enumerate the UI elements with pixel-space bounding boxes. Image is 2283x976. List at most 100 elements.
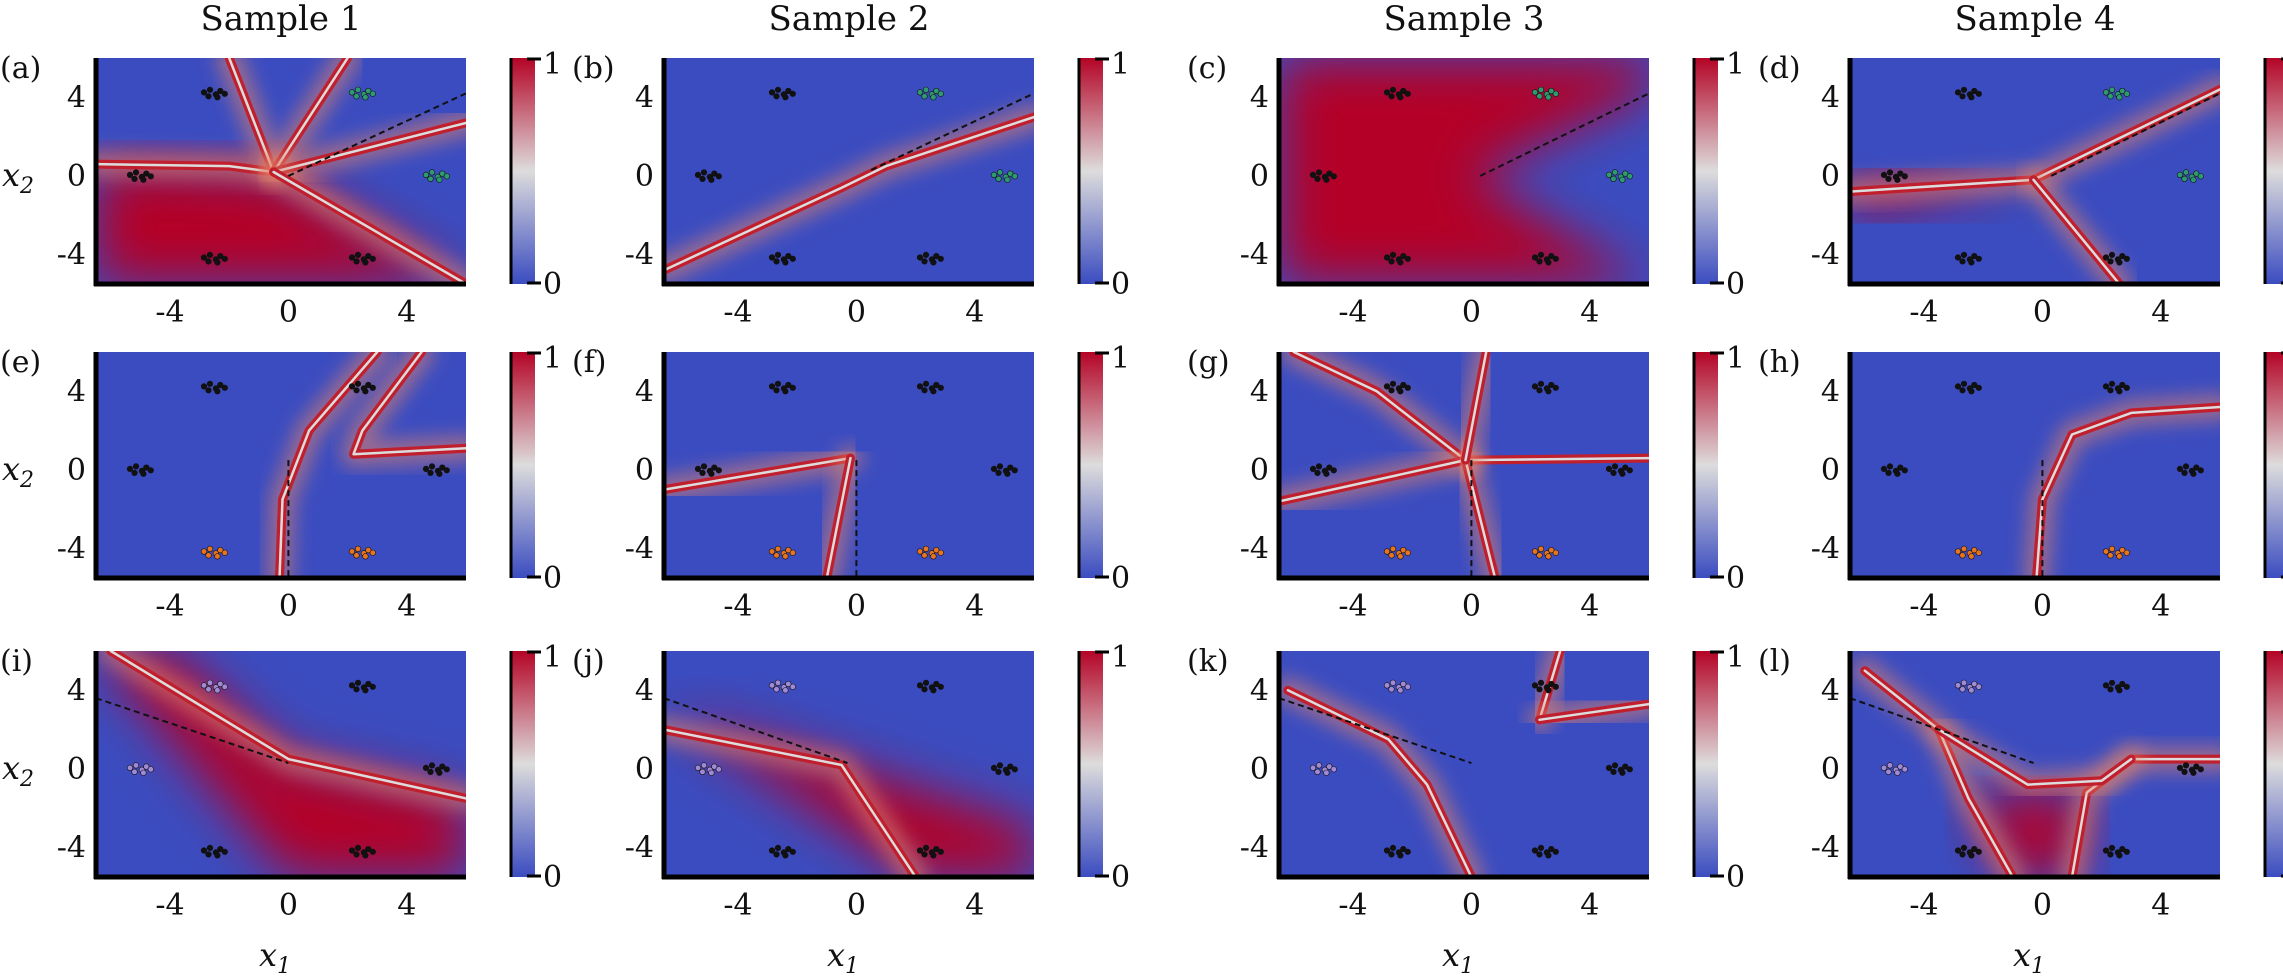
data-point <box>768 682 776 689</box>
point-cluster <box>768 844 796 859</box>
panel-j: -4 0 440-4(j) 10 <box>572 640 1130 923</box>
data-point <box>214 388 221 395</box>
data-point <box>214 259 221 266</box>
data-point <box>205 387 212 394</box>
point-cluster <box>1954 545 1982 560</box>
column-title-1: Sample 1 <box>200 0 361 39</box>
data-point <box>1537 679 1545 686</box>
colorbar-min-label: 0 <box>543 860 562 895</box>
data-point <box>933 253 940 260</box>
y-tick-label: -4 <box>57 238 86 273</box>
y-tick-label: 0 <box>635 159 654 194</box>
x-tick-label: 4 <box>2151 888 2170 923</box>
x-tick-label: 0 <box>847 888 866 923</box>
data-point <box>214 553 221 560</box>
point-cluster <box>1880 762 1908 776</box>
data-point <box>711 464 718 471</box>
colorbar-max-label: 1 <box>1111 47 1130 82</box>
data-point <box>921 686 928 693</box>
data-point <box>2108 380 2116 387</box>
data-point <box>694 764 702 772</box>
data-point <box>1954 682 1962 689</box>
heatmap-d <box>1850 58 2220 284</box>
point-cluster <box>200 844 228 859</box>
x-tick-label: 0 <box>847 589 866 624</box>
data-point <box>789 683 796 690</box>
data-point <box>2116 259 2123 266</box>
point-cluster <box>126 169 154 183</box>
data-point <box>1959 258 1966 265</box>
data-point <box>439 763 446 770</box>
x-tick-label: 4 <box>397 589 416 624</box>
data-point <box>2123 255 2130 262</box>
data-point <box>362 259 369 266</box>
y-tick-label: -4 <box>1811 238 1840 273</box>
data-point <box>348 383 356 390</box>
data-point <box>1954 254 1962 261</box>
data-point <box>2190 769 2197 776</box>
y-tick-label: 0 <box>1250 453 1269 488</box>
data-point <box>2107 93 2114 100</box>
colorbar-gradient <box>1694 58 1718 284</box>
data-point <box>699 768 706 776</box>
point-cluster <box>1531 679 1559 694</box>
point-cluster <box>916 679 944 694</box>
data-point <box>700 463 708 470</box>
point-cluster <box>2176 463 2204 477</box>
data-point <box>789 848 796 855</box>
data-point <box>1552 255 1559 262</box>
data-point <box>1404 683 1411 690</box>
data-point <box>1383 548 1391 555</box>
data-point <box>1326 170 1333 177</box>
x-axis-label: x1 <box>259 936 291 976</box>
dashed-reference-line <box>96 697 289 764</box>
data-point <box>1971 845 1978 853</box>
data-point <box>1531 548 1539 555</box>
data-point <box>782 553 789 560</box>
data-point <box>2181 768 2188 776</box>
data-point <box>353 552 360 559</box>
data-point <box>996 463 1004 470</box>
data-point <box>1309 764 1317 772</box>
data-point <box>1971 253 1978 260</box>
data-point <box>921 93 928 100</box>
data-point <box>1545 259 1552 266</box>
data-point <box>933 546 940 554</box>
data-point <box>708 769 715 776</box>
data-point <box>1330 173 1337 180</box>
data-point <box>436 176 443 183</box>
data-point <box>773 387 780 394</box>
data-point <box>789 90 796 97</box>
data-point <box>694 465 702 473</box>
data-point <box>1536 387 1543 394</box>
panel-l: -4 0 4 4 0 -4 (l) 10 <box>1758 644 2283 923</box>
data-point <box>1389 251 1397 258</box>
point-cluster <box>1954 86 1982 101</box>
data-point <box>2193 763 2200 770</box>
data-point <box>362 553 369 560</box>
data-point <box>1897 170 1904 177</box>
point-cluster <box>1954 679 1982 694</box>
data-point <box>205 552 212 559</box>
panel-label: (k) <box>1187 644 1229 679</box>
x-tick-label: 0 <box>279 589 298 624</box>
data-point <box>1383 254 1391 261</box>
point-cluster <box>2102 86 2130 101</box>
panel-label: (b) <box>572 51 615 86</box>
point-cluster <box>916 380 944 395</box>
data-point <box>2107 258 2114 265</box>
colorbar-gradient <box>511 651 535 877</box>
y-axis-label: x2 <box>2 749 34 792</box>
data-point <box>2197 467 2204 474</box>
x-tick-label: -4 <box>155 295 184 330</box>
data-point <box>1552 549 1559 556</box>
panel-d: -4 0 4 4 0 -4 (d) 10 <box>1758 51 2283 330</box>
data-point <box>1971 680 1978 688</box>
data-point <box>1897 464 1904 471</box>
data-point <box>1548 87 1555 95</box>
data-point <box>921 387 928 394</box>
y-tick-label: 0 <box>67 159 86 194</box>
high-probability-region <box>96 164 466 284</box>
y-tick-label: 0 <box>67 453 86 488</box>
data-point <box>205 686 212 693</box>
